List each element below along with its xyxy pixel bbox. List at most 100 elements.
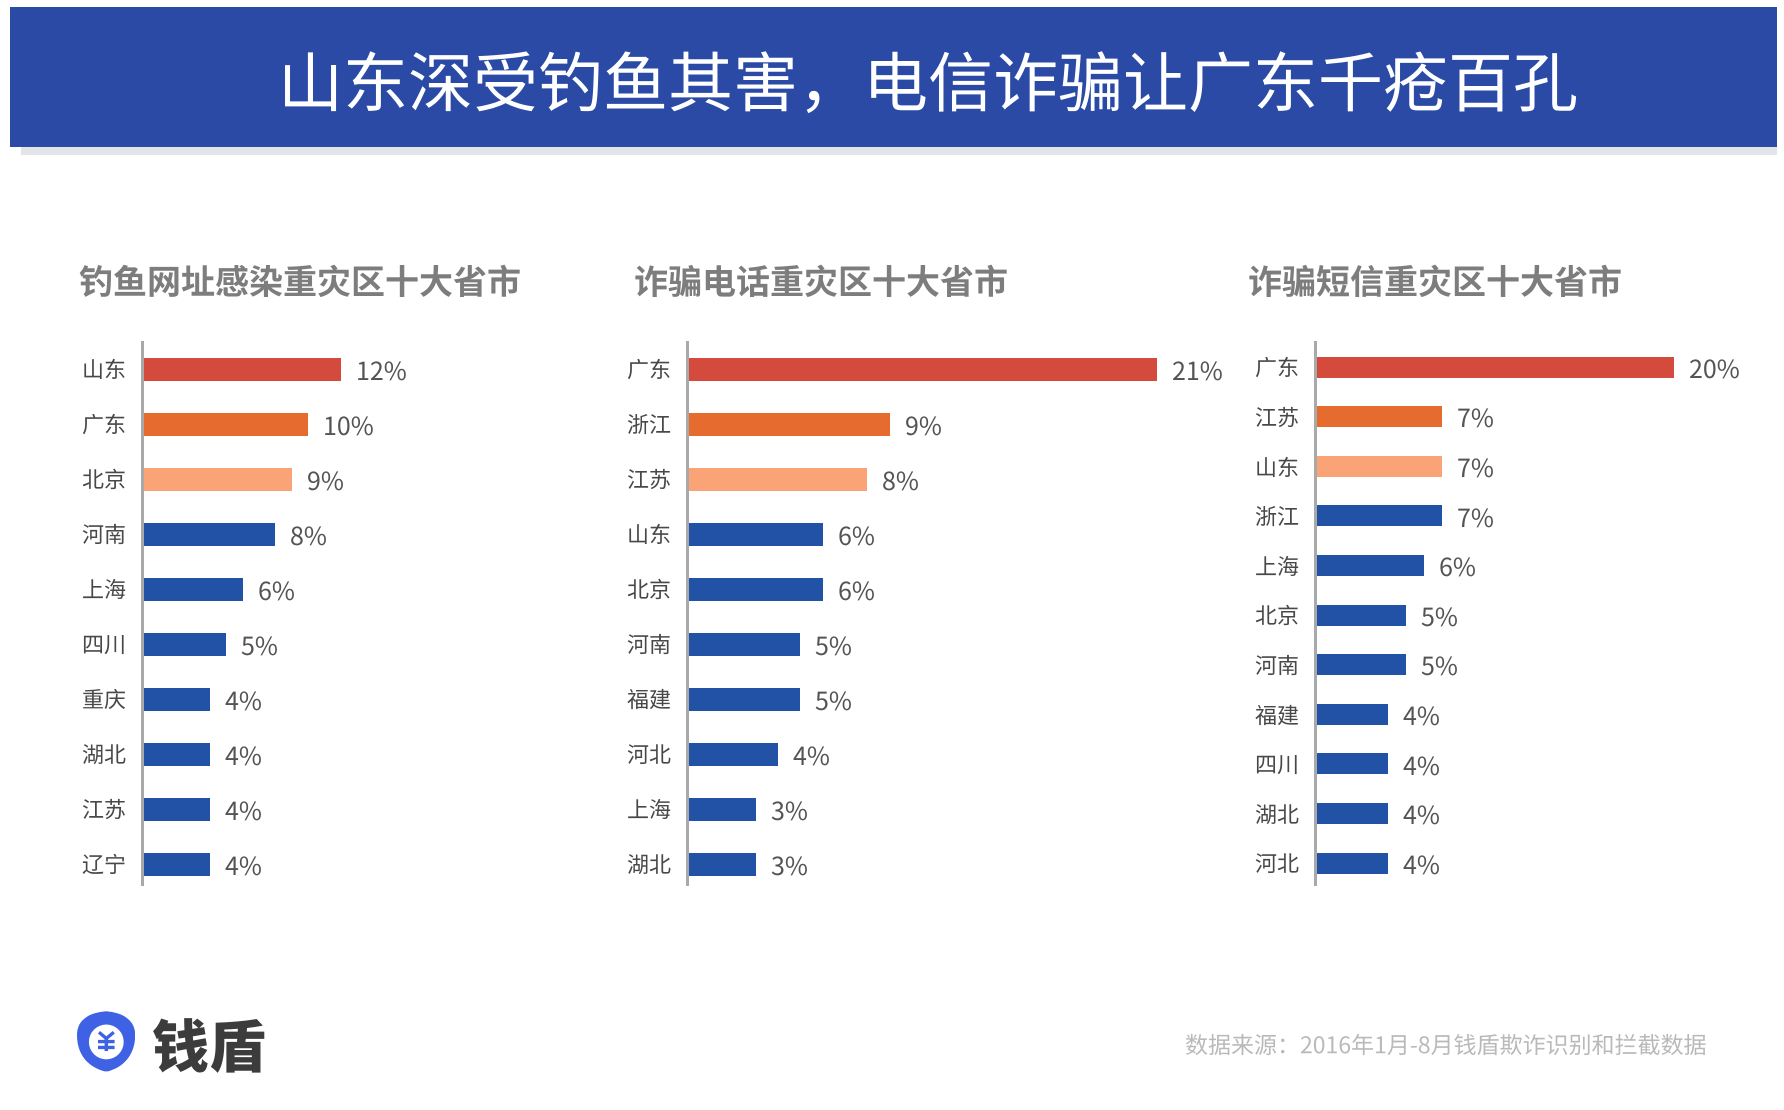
qiandun-logo [77, 1011, 135, 1072]
category-label [6, 798, 126, 824]
chart-title [1248, 264, 1622, 303]
value-label [241, 633, 278, 662]
y-axis-line [141, 341, 144, 886]
value-label [225, 688, 262, 717]
value-label [882, 468, 919, 497]
value-label [771, 798, 808, 827]
bar [689, 412, 890, 436]
bar [144, 522, 276, 546]
value-label [815, 688, 852, 717]
category-label [551, 633, 671, 659]
bar [1317, 703, 1389, 725]
category-label [6, 743, 126, 769]
category-label [6, 853, 126, 879]
bar [144, 687, 210, 711]
category-label [551, 358, 671, 384]
value-label [815, 633, 852, 662]
category-label [6, 633, 126, 659]
value-label [323, 413, 374, 442]
category-label [1179, 803, 1299, 829]
bar [144, 577, 243, 601]
value-label [225, 853, 262, 882]
category-label [1179, 406, 1299, 432]
logo-text [152, 1017, 266, 1083]
bar [689, 577, 823, 601]
category-label [551, 798, 671, 824]
category-label [1179, 852, 1299, 878]
category-label [1179, 356, 1299, 382]
value-label [1403, 802, 1440, 831]
value-label [1403, 852, 1440, 881]
category-label [6, 468, 126, 494]
category-label [6, 413, 126, 439]
bar [1317, 753, 1389, 775]
value-label [1457, 455, 1494, 484]
category-label [1179, 604, 1299, 630]
category-label [1179, 704, 1299, 730]
value-label [1457, 505, 1494, 534]
bar [689, 467, 868, 491]
bar [1317, 356, 1674, 378]
category-label [551, 853, 671, 879]
category-label [6, 523, 126, 549]
bar [1317, 802, 1389, 824]
bar [144, 467, 292, 491]
bar [689, 852, 756, 876]
value-label [225, 798, 262, 827]
bar [144, 412, 309, 436]
bar [1317, 654, 1407, 676]
value-label [258, 578, 295, 607]
category-label [551, 578, 671, 604]
value-label [1689, 356, 1740, 385]
category-label [1179, 654, 1299, 680]
bar [689, 742, 779, 766]
chart-title [79, 264, 522, 303]
value-label [1421, 604, 1458, 633]
bar [1317, 505, 1442, 527]
bar [689, 797, 756, 821]
category-label [1179, 555, 1299, 581]
category-label [551, 468, 671, 494]
bar [689, 687, 801, 711]
bar [1317, 406, 1442, 428]
bar [1317, 554, 1425, 576]
bar [144, 797, 210, 821]
bar [1317, 604, 1407, 626]
value-label [838, 578, 875, 607]
category-label [6, 578, 126, 604]
category-label [551, 688, 671, 714]
value-label [225, 743, 262, 772]
value-label [1457, 405, 1494, 434]
value-label [1421, 653, 1458, 682]
category-label [551, 413, 671, 439]
bar [1317, 852, 1389, 874]
bar [689, 522, 823, 546]
category-label [551, 523, 671, 549]
category-label [551, 743, 671, 769]
category-label [6, 688, 126, 714]
chart-title [634, 264, 1008, 303]
bar [689, 632, 801, 656]
value-label [356, 358, 407, 387]
category-label [1179, 753, 1299, 779]
category-label [1179, 505, 1299, 531]
bar [1317, 455, 1442, 477]
value-label [793, 743, 830, 772]
value-label [307, 468, 344, 497]
value-label [838, 523, 875, 552]
banner [10, 7, 1777, 147]
bar [144, 632, 227, 656]
bar [144, 357, 342, 381]
y-axis-line [1314, 341, 1317, 886]
shield-yuan-icon [77, 1011, 135, 1072]
value-label [1403, 753, 1440, 782]
bar [144, 852, 210, 876]
value-label [1403, 703, 1440, 732]
value-label [905, 413, 942, 442]
category-label [6, 358, 126, 384]
value-label [771, 853, 808, 882]
value-label [1439, 554, 1476, 583]
y-axis-line [686, 341, 689, 886]
value-label [290, 523, 327, 552]
category-label [1179, 456, 1299, 482]
